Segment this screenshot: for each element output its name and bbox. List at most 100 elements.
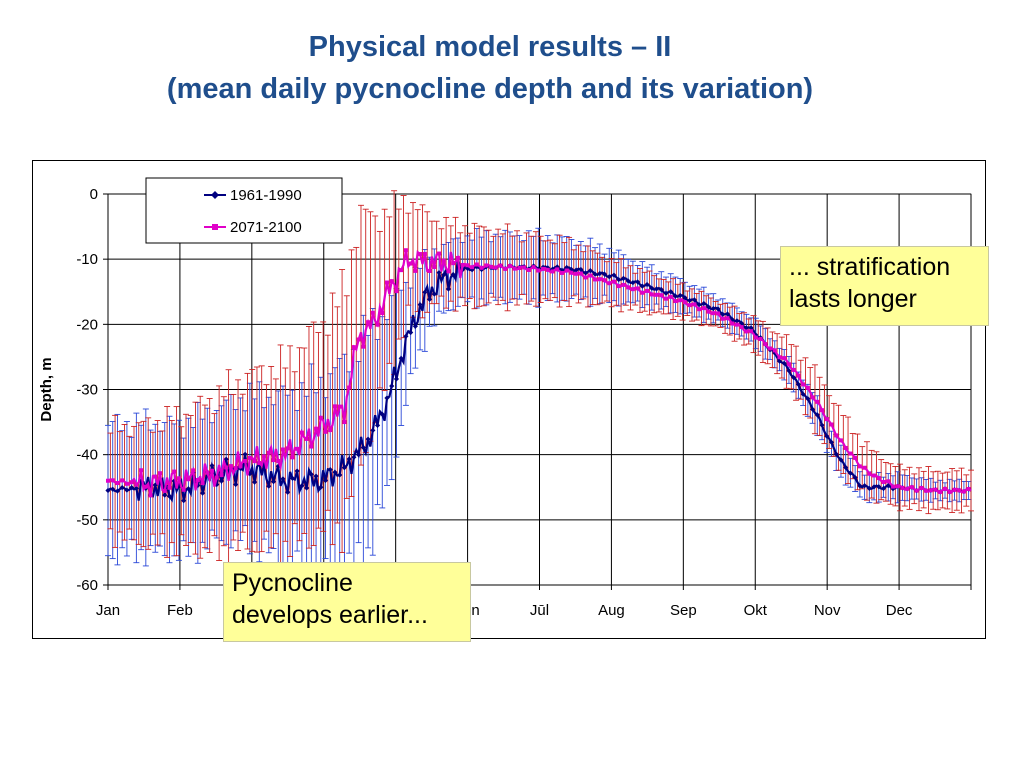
title-line-1: Physical model results – II (308, 31, 672, 63)
marker-point (489, 264, 494, 269)
marker-point (470, 265, 475, 270)
marker-point (768, 346, 773, 351)
marker-point (885, 483, 891, 489)
marker-point (351, 454, 357, 460)
marker-point (564, 268, 569, 273)
marker-point (942, 486, 947, 491)
marker-point (592, 271, 598, 277)
marker-point (114, 488, 121, 494)
x-tick-label-dec: Dec (886, 602, 913, 619)
marker-point (876, 484, 882, 490)
marker-point (351, 345, 356, 350)
marker-point (895, 484, 900, 489)
marker-point (271, 458, 276, 463)
marker-point (270, 479, 277, 485)
slide-title: Physical model results – II (mean daily … (0, 26, 980, 110)
marker-point (848, 451, 853, 456)
marker-point (947, 489, 952, 494)
marker-point (763, 342, 768, 347)
y-tick-label: -10 (76, 251, 98, 268)
x-tick-label-nov: Nov (814, 602, 841, 619)
marker-point (820, 408, 825, 413)
marker-point (701, 306, 706, 311)
marker-point (809, 406, 816, 412)
marker-point (327, 467, 333, 473)
marker-point (607, 281, 612, 286)
marker-point (210, 468, 215, 473)
marker-point (162, 492, 168, 498)
marker-point (309, 444, 314, 449)
marker-point (356, 452, 362, 458)
marker-point (152, 482, 158, 488)
marker-point (914, 488, 919, 493)
marker-point (171, 478, 177, 484)
marker-point (374, 422, 381, 428)
marker-point (791, 367, 796, 372)
marker-point (276, 459, 281, 464)
marker-point (957, 488, 962, 493)
marker-point (120, 478, 125, 483)
marker-point (786, 362, 791, 367)
marker-point (706, 309, 711, 314)
marker-point (824, 433, 830, 439)
marker-point (285, 446, 290, 451)
marker-point (474, 264, 480, 270)
marker-point (838, 438, 843, 443)
marker-point (659, 293, 664, 298)
marker-point (195, 477, 200, 482)
marker-point (356, 337, 361, 342)
marker-point (393, 376, 400, 382)
marker-point (938, 489, 943, 494)
marker-point (621, 282, 626, 287)
y-tick-label: 0 (90, 186, 98, 203)
marker-point (857, 483, 863, 489)
marker-point (866, 485, 872, 491)
marker-point (479, 265, 484, 270)
marker-point (346, 456, 352, 462)
x-tick-label-jūl: Jūl (530, 602, 549, 619)
marker-point (900, 485, 905, 490)
marker-point (639, 283, 645, 289)
marker-point (838, 457, 844, 463)
marker-point (337, 404, 342, 409)
marker-point (517, 266, 522, 271)
marker-point (233, 481, 239, 488)
x-tick-label-sep: Sep (670, 602, 697, 619)
marker-point (734, 318, 740, 324)
legend: 1961-1990 2071-2100 (145, 177, 343, 244)
marker-point (418, 252, 423, 257)
marker-point (928, 488, 933, 493)
marker-point (370, 427, 376, 433)
marker-point (199, 490, 206, 496)
marker-point (110, 478, 115, 483)
marker-point (124, 487, 130, 493)
marker-point (710, 305, 716, 312)
marker-point (134, 482, 139, 487)
marker-point (512, 266, 517, 271)
marker-point (460, 262, 465, 267)
legend-label: 1961-1990 (230, 187, 302, 204)
marker-point (389, 279, 394, 284)
marker-point (828, 439, 835, 445)
marker-point (322, 477, 329, 484)
marker-point (663, 296, 668, 301)
marker-point (166, 493, 173, 499)
marker-point (347, 385, 352, 390)
marker-point (796, 373, 801, 378)
marker-point (597, 277, 602, 282)
marker-point (687, 303, 692, 308)
marker-point (242, 451, 248, 457)
marker-point (852, 474, 858, 481)
marker-point (672, 293, 679, 299)
marker-point (578, 271, 583, 276)
marker-point (162, 488, 167, 493)
marker-point (223, 456, 229, 462)
marker-point (862, 483, 868, 489)
marker-point (441, 272, 447, 278)
marker-point (218, 478, 225, 484)
marker-point (862, 465, 867, 470)
marker-point (380, 311, 385, 316)
marker-point (185, 486, 191, 492)
marker-point (370, 310, 375, 315)
pycnocline-chart: 0-10-20-30-40-50-60JanFebMarAprMayJunJūl… (38, 177, 974, 619)
